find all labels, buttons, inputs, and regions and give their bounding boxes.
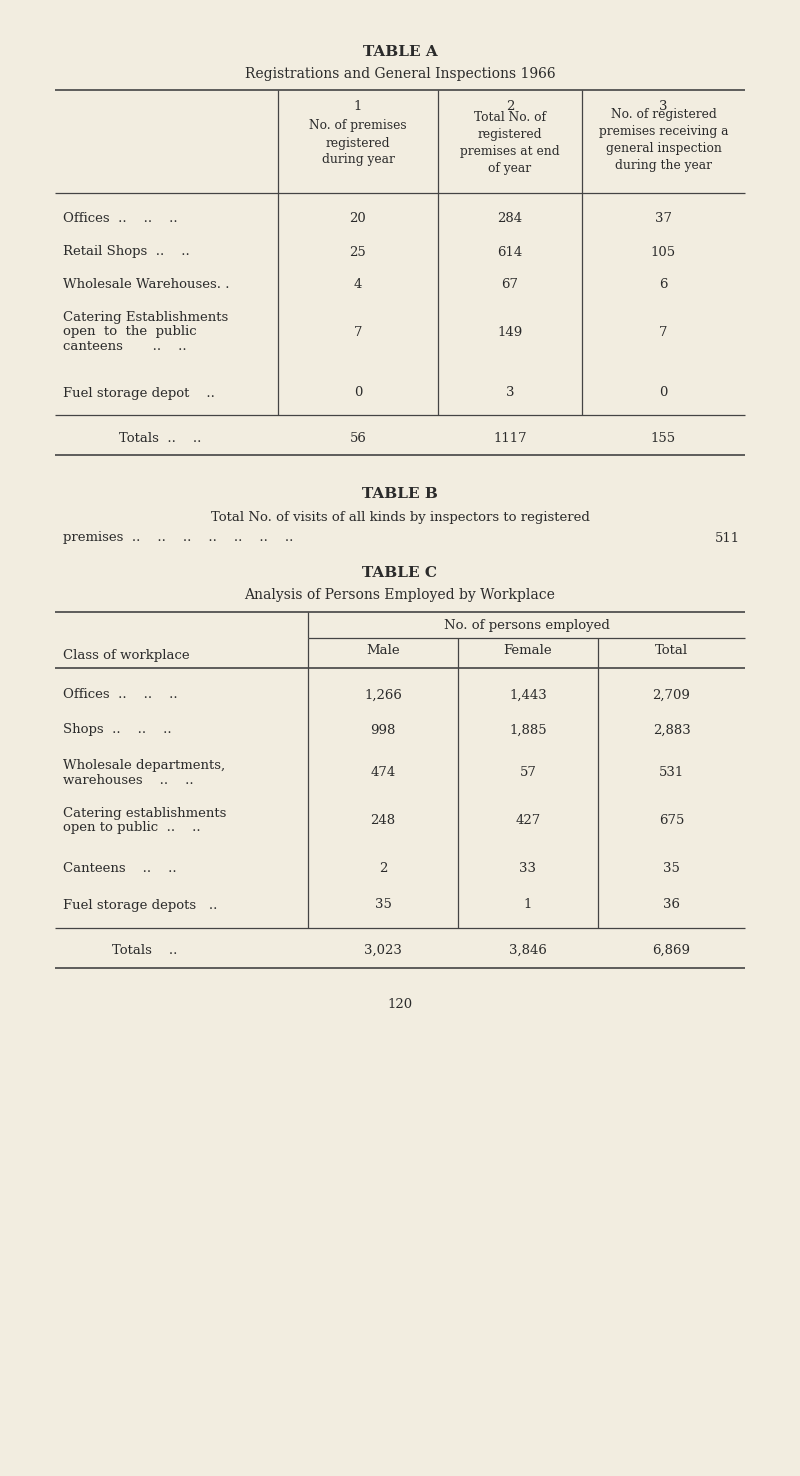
Text: 1,885: 1,885 [509, 723, 547, 737]
Text: Total: Total [655, 644, 688, 657]
Text: 248: 248 [370, 813, 395, 827]
Text: Registrations and General Inspections 1966: Registrations and General Inspections 19… [245, 66, 555, 81]
Text: Catering Establishments: Catering Establishments [63, 311, 228, 325]
Text: 531: 531 [659, 766, 684, 779]
Text: 56: 56 [350, 431, 366, 444]
Text: 7: 7 [354, 326, 362, 338]
Text: Totals    ..: Totals .. [112, 943, 178, 956]
Text: 7: 7 [659, 326, 668, 338]
Text: 2,709: 2,709 [653, 688, 690, 701]
Text: 25: 25 [350, 245, 366, 258]
Text: TABLE A: TABLE A [362, 44, 438, 59]
Text: Offices  ..    ..    ..: Offices .. .. .. [63, 688, 178, 701]
Text: 120: 120 [387, 998, 413, 1011]
Text: 614: 614 [498, 245, 522, 258]
Text: Wholesale Warehouses. .: Wholesale Warehouses. . [63, 279, 230, 291]
Text: No. of registered
premises receiving a
general inspection
during the year: No. of registered premises receiving a g… [598, 108, 728, 173]
Text: Wholesale departments,: Wholesale departments, [63, 760, 225, 772]
Text: 675: 675 [659, 813, 684, 827]
Text: Class of workplace: Class of workplace [63, 648, 190, 661]
Text: 474: 474 [370, 766, 396, 779]
Text: Offices  ..    ..    ..: Offices .. .. .. [63, 211, 178, 224]
Text: 3,023: 3,023 [364, 943, 402, 956]
Text: Female: Female [504, 644, 552, 657]
Text: 511: 511 [715, 531, 740, 545]
Text: 998: 998 [370, 723, 396, 737]
Text: 6: 6 [659, 279, 668, 291]
Text: 3,846: 3,846 [509, 943, 547, 956]
Text: No. of persons employed: No. of persons employed [443, 618, 610, 632]
Text: 2: 2 [379, 862, 387, 874]
Text: 36: 36 [663, 899, 680, 912]
Text: 67: 67 [502, 279, 518, 291]
Text: Fuel storage depot    ..: Fuel storage depot .. [63, 387, 215, 400]
Text: 20: 20 [350, 211, 366, 224]
Text: 57: 57 [519, 766, 537, 779]
Text: 0: 0 [354, 387, 362, 400]
Text: 33: 33 [519, 862, 537, 874]
Text: 37: 37 [655, 211, 672, 224]
Text: 284: 284 [498, 211, 522, 224]
Text: 105: 105 [651, 245, 676, 258]
Text: 1117: 1117 [493, 431, 527, 444]
Text: 427: 427 [515, 813, 541, 827]
Text: Totals  ..    ..: Totals .. .. [119, 431, 201, 444]
Text: 3: 3 [659, 100, 668, 114]
Text: Analysis of Persons Employed by Workplace: Analysis of Persons Employed by Workplac… [245, 587, 555, 602]
Text: 35: 35 [374, 899, 391, 912]
Text: 149: 149 [498, 326, 522, 338]
Text: No. of premises
registered
during year: No. of premises registered during year [309, 120, 407, 167]
Text: Total No. of
registered
premises at end
of year: Total No. of registered premises at end … [460, 111, 560, 176]
Text: TABLE C: TABLE C [362, 565, 438, 580]
Text: canteens       ..    ..: canteens .. .. [63, 339, 186, 353]
Text: 155: 155 [651, 431, 676, 444]
Text: 4: 4 [354, 279, 362, 291]
Text: 1: 1 [354, 100, 362, 114]
Text: Catering establishments: Catering establishments [63, 806, 226, 819]
Text: 6,869: 6,869 [653, 943, 690, 956]
Text: TABLE B: TABLE B [362, 487, 438, 500]
Text: Fuel storage depots   ..: Fuel storage depots .. [63, 899, 218, 912]
Text: 3: 3 [506, 387, 514, 400]
Text: Male: Male [366, 644, 400, 657]
Text: Total No. of visits of all kinds by inspectors to registered: Total No. of visits of all kinds by insp… [210, 512, 590, 524]
Text: 1,443: 1,443 [509, 688, 547, 701]
Text: 2: 2 [506, 100, 514, 114]
Text: 1: 1 [524, 899, 532, 912]
Text: Retail Shops  ..    ..: Retail Shops .. .. [63, 245, 190, 258]
Text: 2,883: 2,883 [653, 723, 690, 737]
Text: Shops  ..    ..    ..: Shops .. .. .. [63, 723, 172, 737]
Text: 0: 0 [659, 387, 668, 400]
Text: open  to  the  public: open to the public [63, 326, 197, 338]
Text: premises  ..    ..    ..    ..    ..    ..    ..: premises .. .. .. .. .. .. .. [63, 531, 294, 545]
Text: open to public  ..    ..: open to public .. .. [63, 821, 201, 834]
Text: 1,266: 1,266 [364, 688, 402, 701]
Text: warehouses    ..    ..: warehouses .. .. [63, 773, 194, 787]
Text: Canteens    ..    ..: Canteens .. .. [63, 862, 177, 874]
Text: 35: 35 [663, 862, 680, 874]
